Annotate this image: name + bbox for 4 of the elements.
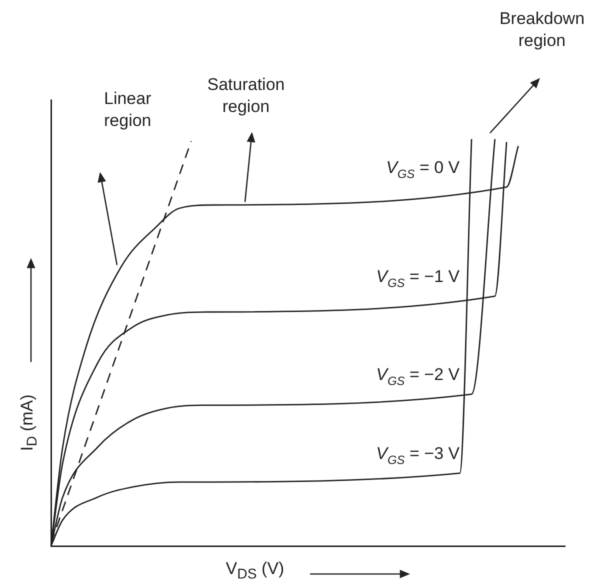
- text: Breakdown region: [498, 8, 586, 52]
- x-axis-title: V$_{DS}$ (V): [226, 559, 284, 582]
- text: Linear region: [104, 88, 152, 132]
- text: Saturation region: [206, 74, 286, 118]
